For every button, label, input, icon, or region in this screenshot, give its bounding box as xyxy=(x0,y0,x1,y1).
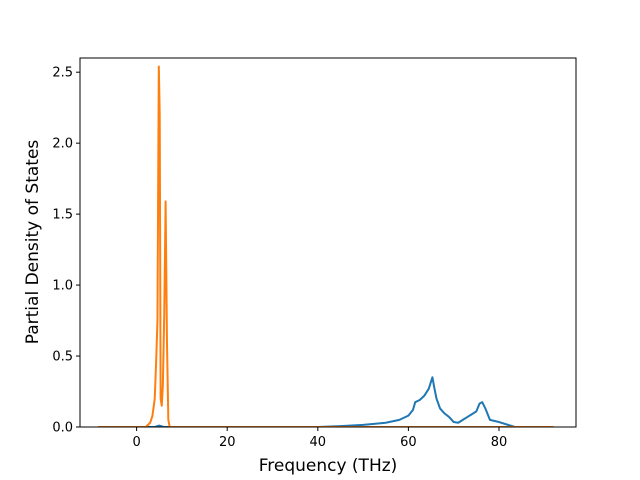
y-tick-label: 1.5 xyxy=(52,208,73,223)
x-tick-label: 40 xyxy=(310,435,327,450)
y-axis-label: Partial Density of States xyxy=(23,140,43,345)
y-tick-label: 0.0 xyxy=(52,421,73,436)
plot-frame xyxy=(79,57,577,428)
x-tick-label: 0 xyxy=(132,435,140,450)
y-axis-ticks: 0.0 0.5 1.0 1.5 2.0 2.5 xyxy=(52,66,80,436)
y-tick-label: 1.0 xyxy=(52,279,73,294)
y-tick-label: 2.0 xyxy=(52,137,73,152)
x-tick-label: 60 xyxy=(400,435,417,450)
plot-lines xyxy=(98,65,554,427)
x-axis-ticks: 0 20 40 60 80 xyxy=(132,427,507,450)
x-axis-label: Frequency (THz) xyxy=(259,456,398,476)
series-line-2 xyxy=(98,65,554,427)
x-tick-label: 80 xyxy=(491,435,508,450)
y-tick-label: 2.5 xyxy=(52,66,73,81)
y-tick-label: 0.5 xyxy=(52,350,73,365)
x-tick-label: 20 xyxy=(219,435,236,450)
